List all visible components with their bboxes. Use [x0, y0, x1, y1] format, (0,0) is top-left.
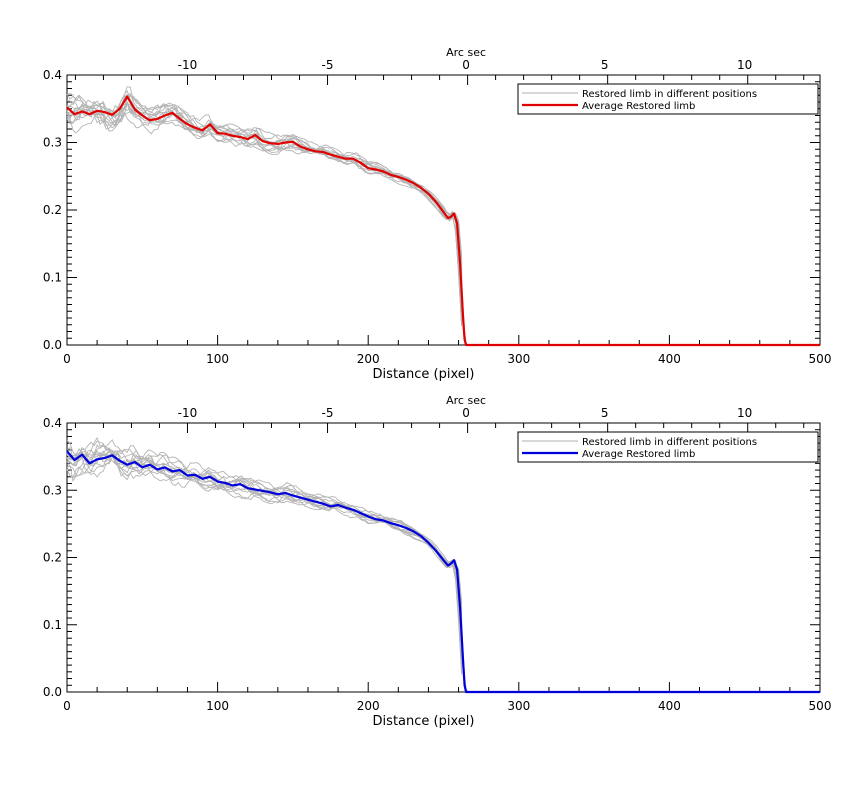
top-axis-title: Arc sec	[446, 46, 486, 59]
average-restored-limb-line	[66, 450, 820, 694]
y-tick-label: 0.1	[43, 271, 62, 285]
legend-label: Restored limb in different positions	[582, 437, 757, 448]
x-tick-label: 200	[357, 352, 380, 366]
y-tick-label: 0.2	[43, 551, 62, 565]
x-tick-label: 400	[658, 352, 681, 366]
x-tick-label: 300	[507, 699, 530, 713]
restored-limb-curve	[66, 95, 471, 346]
x-tick-label: 500	[809, 699, 832, 713]
y-tick-label: 0.2	[43, 203, 62, 217]
x-axis-title: Distance (pixel)	[373, 714, 475, 729]
x-tick-label: 200	[357, 699, 380, 713]
legend-label: Average Restored limb	[582, 449, 695, 460]
restored-limb-curve	[66, 439, 471, 693]
x-tick-label: 500	[809, 352, 832, 366]
arcsec-tick-label: 0	[462, 406, 470, 420]
legend: Restored limb in different positionsAver…	[517, 83, 819, 115]
average-restored-limb-line	[66, 95, 820, 347]
restored-limb-curve	[66, 447, 471, 693]
restored-limb-curve	[66, 89, 471, 346]
y-tick-label: 0.4	[43, 416, 62, 430]
y-tick-label: 0.0	[43, 685, 62, 699]
restored-limb-curve	[66, 447, 471, 693]
restored-limb-curve	[66, 449, 471, 693]
restored-limb-curves	[66, 436, 471, 693]
arcsec-tick-label: 0	[462, 58, 470, 72]
y-tick-label: 0.0	[43, 338, 62, 352]
arcsec-tick-label: 5	[601, 58, 609, 72]
legend-box	[517, 431, 819, 463]
x-tick-label: 0	[63, 699, 71, 713]
y-tick-label: 0.3	[43, 483, 62, 497]
x-tick-label: 0	[63, 352, 71, 366]
restored-limb-curve	[66, 104, 471, 346]
plot-panel-1: 0 100 200 300 400 500 0.0 0.1 0.2 0.3 0.4 -10 -5 0 5 10…	[43, 46, 832, 382]
restored-limb-curve	[66, 94, 471, 346]
x-tick-label: 300	[507, 352, 530, 366]
y-tick-label: 0.4	[43, 68, 62, 82]
arcsec-tick-label: 5	[601, 406, 609, 420]
x-tick-label: 400	[658, 699, 681, 713]
arcsec-tick-label: -10	[178, 58, 198, 72]
arcsec-tick-label: -5	[322, 58, 334, 72]
restored-limb-curves	[66, 86, 471, 346]
arcsec-tick-label: 10	[737, 58, 752, 72]
arcsec-tick-label: -10	[178, 406, 198, 420]
restored-limb-curve	[66, 448, 471, 693]
restored-limb-curve	[66, 86, 471, 346]
legend-box	[517, 83, 819, 115]
restored-limb-curve	[66, 94, 471, 346]
y-tick-label: 0.1	[43, 618, 62, 632]
restored-limb-curve	[66, 92, 471, 346]
y-tick-label: 0.3	[43, 136, 62, 150]
plot-panel-2: 0 100 200 300 400 500 0.0 0.1 0.2 0.3 0.4 -10 -5 0 5 10…	[43, 394, 832, 729]
arcsec-tick-label: 10	[737, 406, 752, 420]
restored-limb-curve	[66, 436, 471, 693]
legend-label: Average Restored limb	[582, 101, 695, 112]
restored-limb-curve	[66, 444, 471, 693]
top-axis-title: Arc sec	[446, 394, 486, 407]
x-axis-title: Distance (pixel)	[373, 367, 475, 382]
restored-limb-curve	[66, 102, 471, 346]
x-tick-label: 100	[206, 699, 229, 713]
restored-limb-curve	[66, 451, 471, 693]
legend: Restored limb in different positionsAver…	[517, 431, 819, 463]
legend-label: Restored limb in different positions	[582, 89, 757, 100]
arcsec-tick-label: -5	[322, 406, 334, 420]
restored-limb-curve	[66, 102, 471, 346]
restored-limb-curve	[66, 454, 471, 693]
x-tick-label: 100	[206, 352, 229, 366]
restored-limb-curve	[66, 448, 471, 693]
restored-limb-curve	[66, 446, 471, 693]
restored-limb-curve	[66, 99, 471, 346]
restored-limb-curve	[66, 92, 471, 346]
